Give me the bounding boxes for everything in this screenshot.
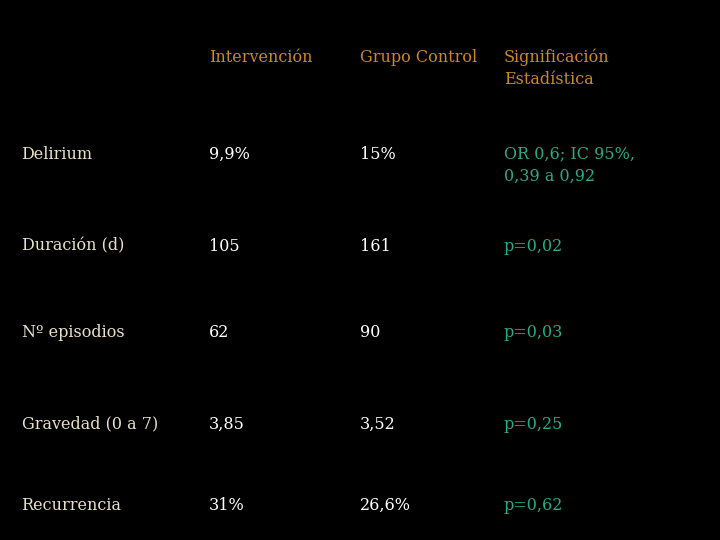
Text: 105: 105 [209, 238, 240, 254]
Text: Duración (d): Duración (d) [22, 238, 124, 254]
Text: Intervención: Intervención [209, 49, 312, 65]
Text: Delirium: Delirium [22, 146, 93, 163]
Text: p=0,25: p=0,25 [504, 416, 563, 433]
Text: p=0,02: p=0,02 [504, 238, 563, 254]
Text: 3,52: 3,52 [360, 416, 396, 433]
Text: p=0,03: p=0,03 [504, 324, 563, 341]
Text: Gravedad (0 a 7): Gravedad (0 a 7) [22, 416, 158, 433]
Text: Significación
Estadística: Significación Estadística [504, 49, 610, 89]
Text: 3,85: 3,85 [209, 416, 245, 433]
Text: 62: 62 [209, 324, 229, 341]
Text: Grupo Control: Grupo Control [360, 49, 477, 65]
Text: OR 0,6; IC 95%,
0,39 a 0,92: OR 0,6; IC 95%, 0,39 a 0,92 [504, 146, 635, 185]
Text: Recurrencia: Recurrencia [22, 497, 122, 514]
Text: 15%: 15% [360, 146, 396, 163]
Text: 90: 90 [360, 324, 380, 341]
Text: Nº episodios: Nº episodios [22, 324, 125, 341]
Text: p=0,62: p=0,62 [504, 497, 563, 514]
Text: 9,9%: 9,9% [209, 146, 250, 163]
Text: 26,6%: 26,6% [360, 497, 411, 514]
Text: 161: 161 [360, 238, 391, 254]
Text: 31%: 31% [209, 497, 245, 514]
